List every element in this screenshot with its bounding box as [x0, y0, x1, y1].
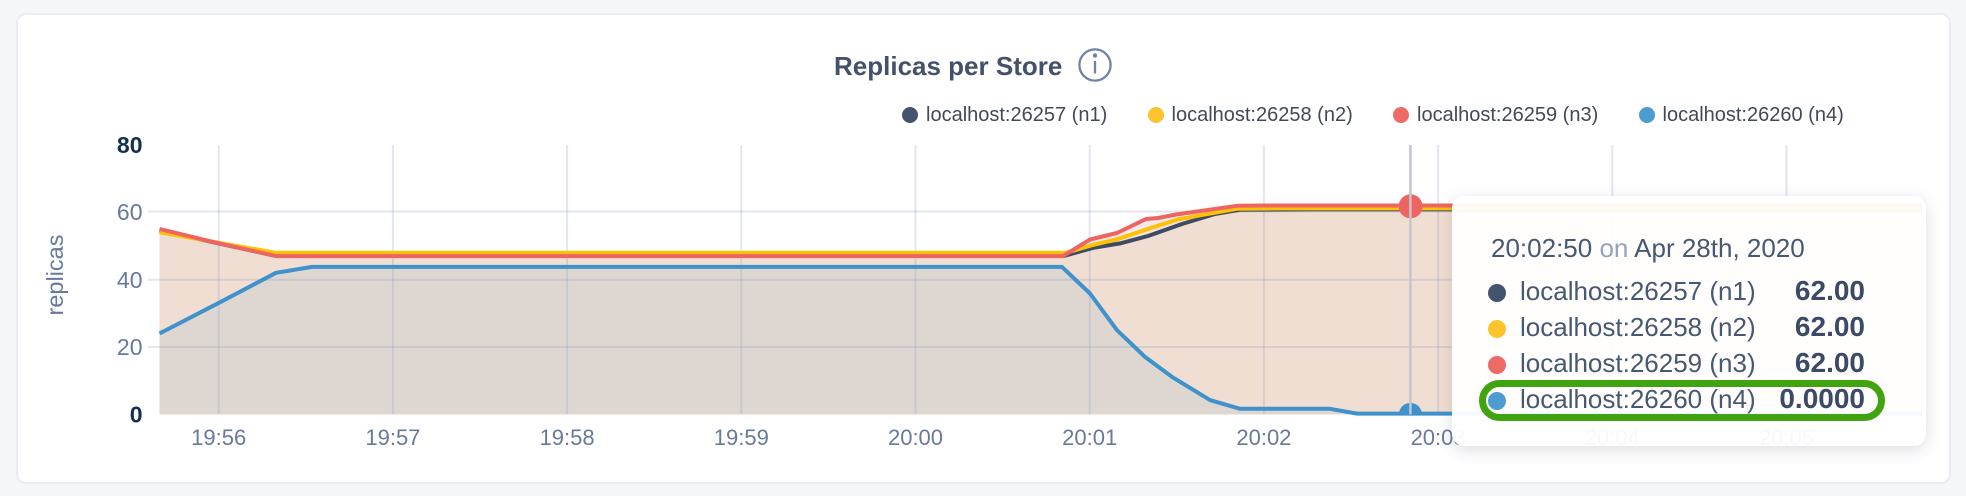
svg-text:19:58: 19:58: [540, 425, 595, 450]
svg-text:19:57: 19:57: [365, 425, 420, 450]
svg-text:60: 60: [117, 199, 143, 225]
svg-text:20:01: 20:01: [1062, 425, 1117, 450]
svg-text:40: 40: [117, 267, 143, 293]
svg-text:20: 20: [117, 334, 143, 360]
svg-text:80: 80: [117, 132, 143, 158]
svg-text:replicas: replicas: [42, 235, 68, 316]
svg-text:20:02: 20:02: [1236, 425, 1291, 450]
svg-text:0: 0: [130, 402, 143, 428]
svg-text:20:00: 20:00: [888, 425, 943, 450]
svg-text:19:59: 19:59: [714, 425, 769, 450]
svg-text:19:56: 19:56: [191, 425, 246, 450]
